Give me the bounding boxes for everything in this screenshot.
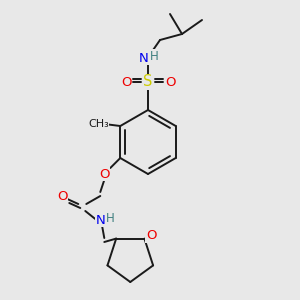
Text: O: O [146,229,157,242]
Text: H: H [106,212,115,224]
Text: N: N [95,214,105,226]
Text: O: O [57,190,68,202]
Text: O: O [121,76,131,88]
Text: H: H [150,50,158,62]
Text: CH₃: CH₃ [88,119,109,129]
Text: S: S [143,74,153,89]
Text: N: N [139,52,149,64]
Text: O: O [165,76,175,88]
Text: O: O [99,167,110,181]
